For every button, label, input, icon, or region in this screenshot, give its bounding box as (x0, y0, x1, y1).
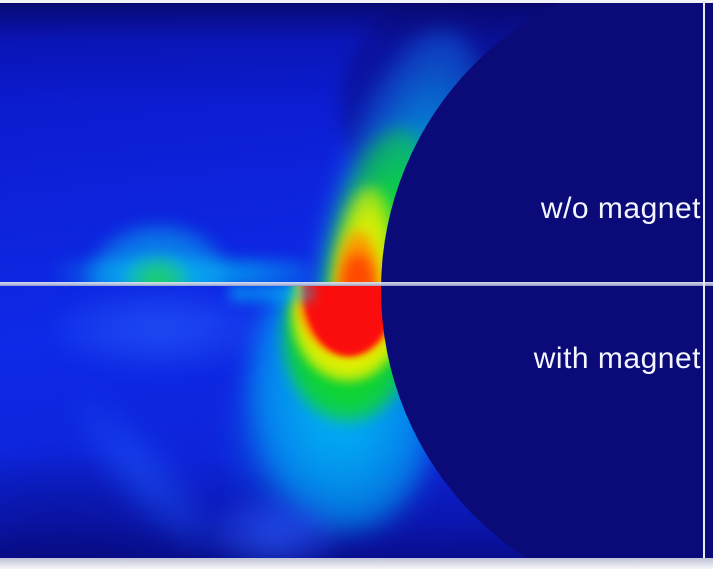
frame-top-line (0, 0, 713, 3)
frame-bottom-bar (0, 558, 713, 569)
label-without-magnet: w/o magnet (540, 192, 701, 225)
panel-without-magnet (50, 13, 529, 286)
frame-right-line (703, 0, 705, 569)
bottom-edge-blue-plume (210, 496, 340, 558)
circle-edge-blue-streak (55, 381, 235, 558)
panel-with-magnet (0, 286, 713, 558)
axis-blue-glow-bottom (55, 290, 265, 368)
axis-cyan-streak-bottom (228, 286, 314, 302)
symmetry-axis-line (0, 282, 713, 286)
label-with-magnet: with magnet (533, 342, 701, 375)
